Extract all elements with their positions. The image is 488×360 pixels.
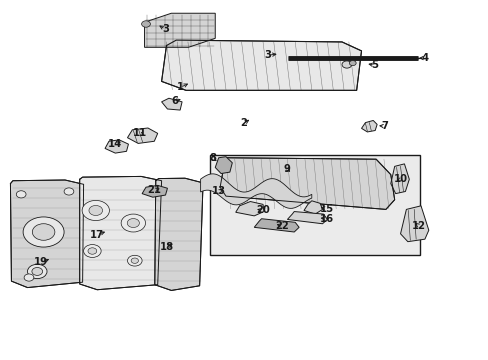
Text: 11: 11 xyxy=(132,129,146,138)
Text: 3: 3 xyxy=(264,50,271,60)
Text: 18: 18 xyxy=(159,242,173,252)
Polygon shape xyxy=(200,174,311,208)
Circle shape xyxy=(82,201,109,221)
Text: 20: 20 xyxy=(256,206,269,216)
Polygon shape xyxy=(215,157,232,174)
Circle shape xyxy=(23,217,64,247)
Text: 6: 6 xyxy=(171,96,179,106)
Text: 16: 16 xyxy=(319,214,333,224)
FancyBboxPatch shape xyxy=(210,155,419,255)
Polygon shape xyxy=(161,40,361,90)
Polygon shape xyxy=(80,176,161,290)
Circle shape xyxy=(88,248,97,254)
Polygon shape xyxy=(155,178,203,291)
Text: 5: 5 xyxy=(371,60,378,70)
Text: 21: 21 xyxy=(147,185,161,195)
Text: 7: 7 xyxy=(381,121,387,131)
Circle shape xyxy=(32,267,42,275)
Text: 4: 4 xyxy=(421,53,427,63)
Circle shape xyxy=(121,214,145,232)
Text: 17: 17 xyxy=(90,230,104,239)
Circle shape xyxy=(127,255,142,266)
Text: 1: 1 xyxy=(176,82,183,93)
Polygon shape xyxy=(144,13,215,47)
Polygon shape xyxy=(235,202,264,216)
Text: 8: 8 xyxy=(209,153,216,163)
Polygon shape xyxy=(400,206,428,242)
Circle shape xyxy=(127,219,139,228)
Circle shape xyxy=(27,264,47,279)
Polygon shape xyxy=(254,219,299,232)
Polygon shape xyxy=(127,128,158,143)
Polygon shape xyxy=(105,140,128,153)
Text: 22: 22 xyxy=(275,221,289,231)
Text: 13: 13 xyxy=(212,186,225,197)
Circle shape xyxy=(32,224,55,240)
Circle shape xyxy=(89,206,102,216)
Circle shape xyxy=(142,21,150,27)
Circle shape xyxy=(348,60,355,66)
Circle shape xyxy=(341,61,351,68)
Text: 19: 19 xyxy=(34,257,48,267)
Circle shape xyxy=(24,274,34,281)
Polygon shape xyxy=(287,212,327,224)
Circle shape xyxy=(64,188,74,195)
Polygon shape xyxy=(304,201,322,214)
Polygon shape xyxy=(220,158,394,210)
Circle shape xyxy=(83,244,101,257)
Polygon shape xyxy=(142,185,167,197)
Text: 12: 12 xyxy=(411,221,425,231)
Polygon shape xyxy=(10,180,83,288)
Polygon shape xyxy=(390,164,408,194)
Polygon shape xyxy=(361,121,376,132)
Circle shape xyxy=(131,258,138,264)
Polygon shape xyxy=(161,98,182,110)
Text: 3: 3 xyxy=(162,24,168,35)
Text: 9: 9 xyxy=(284,164,290,174)
Circle shape xyxy=(16,191,26,198)
Text: 15: 15 xyxy=(319,204,333,214)
Text: 10: 10 xyxy=(393,174,407,184)
Text: 14: 14 xyxy=(108,139,122,149)
Text: 2: 2 xyxy=(240,118,246,128)
